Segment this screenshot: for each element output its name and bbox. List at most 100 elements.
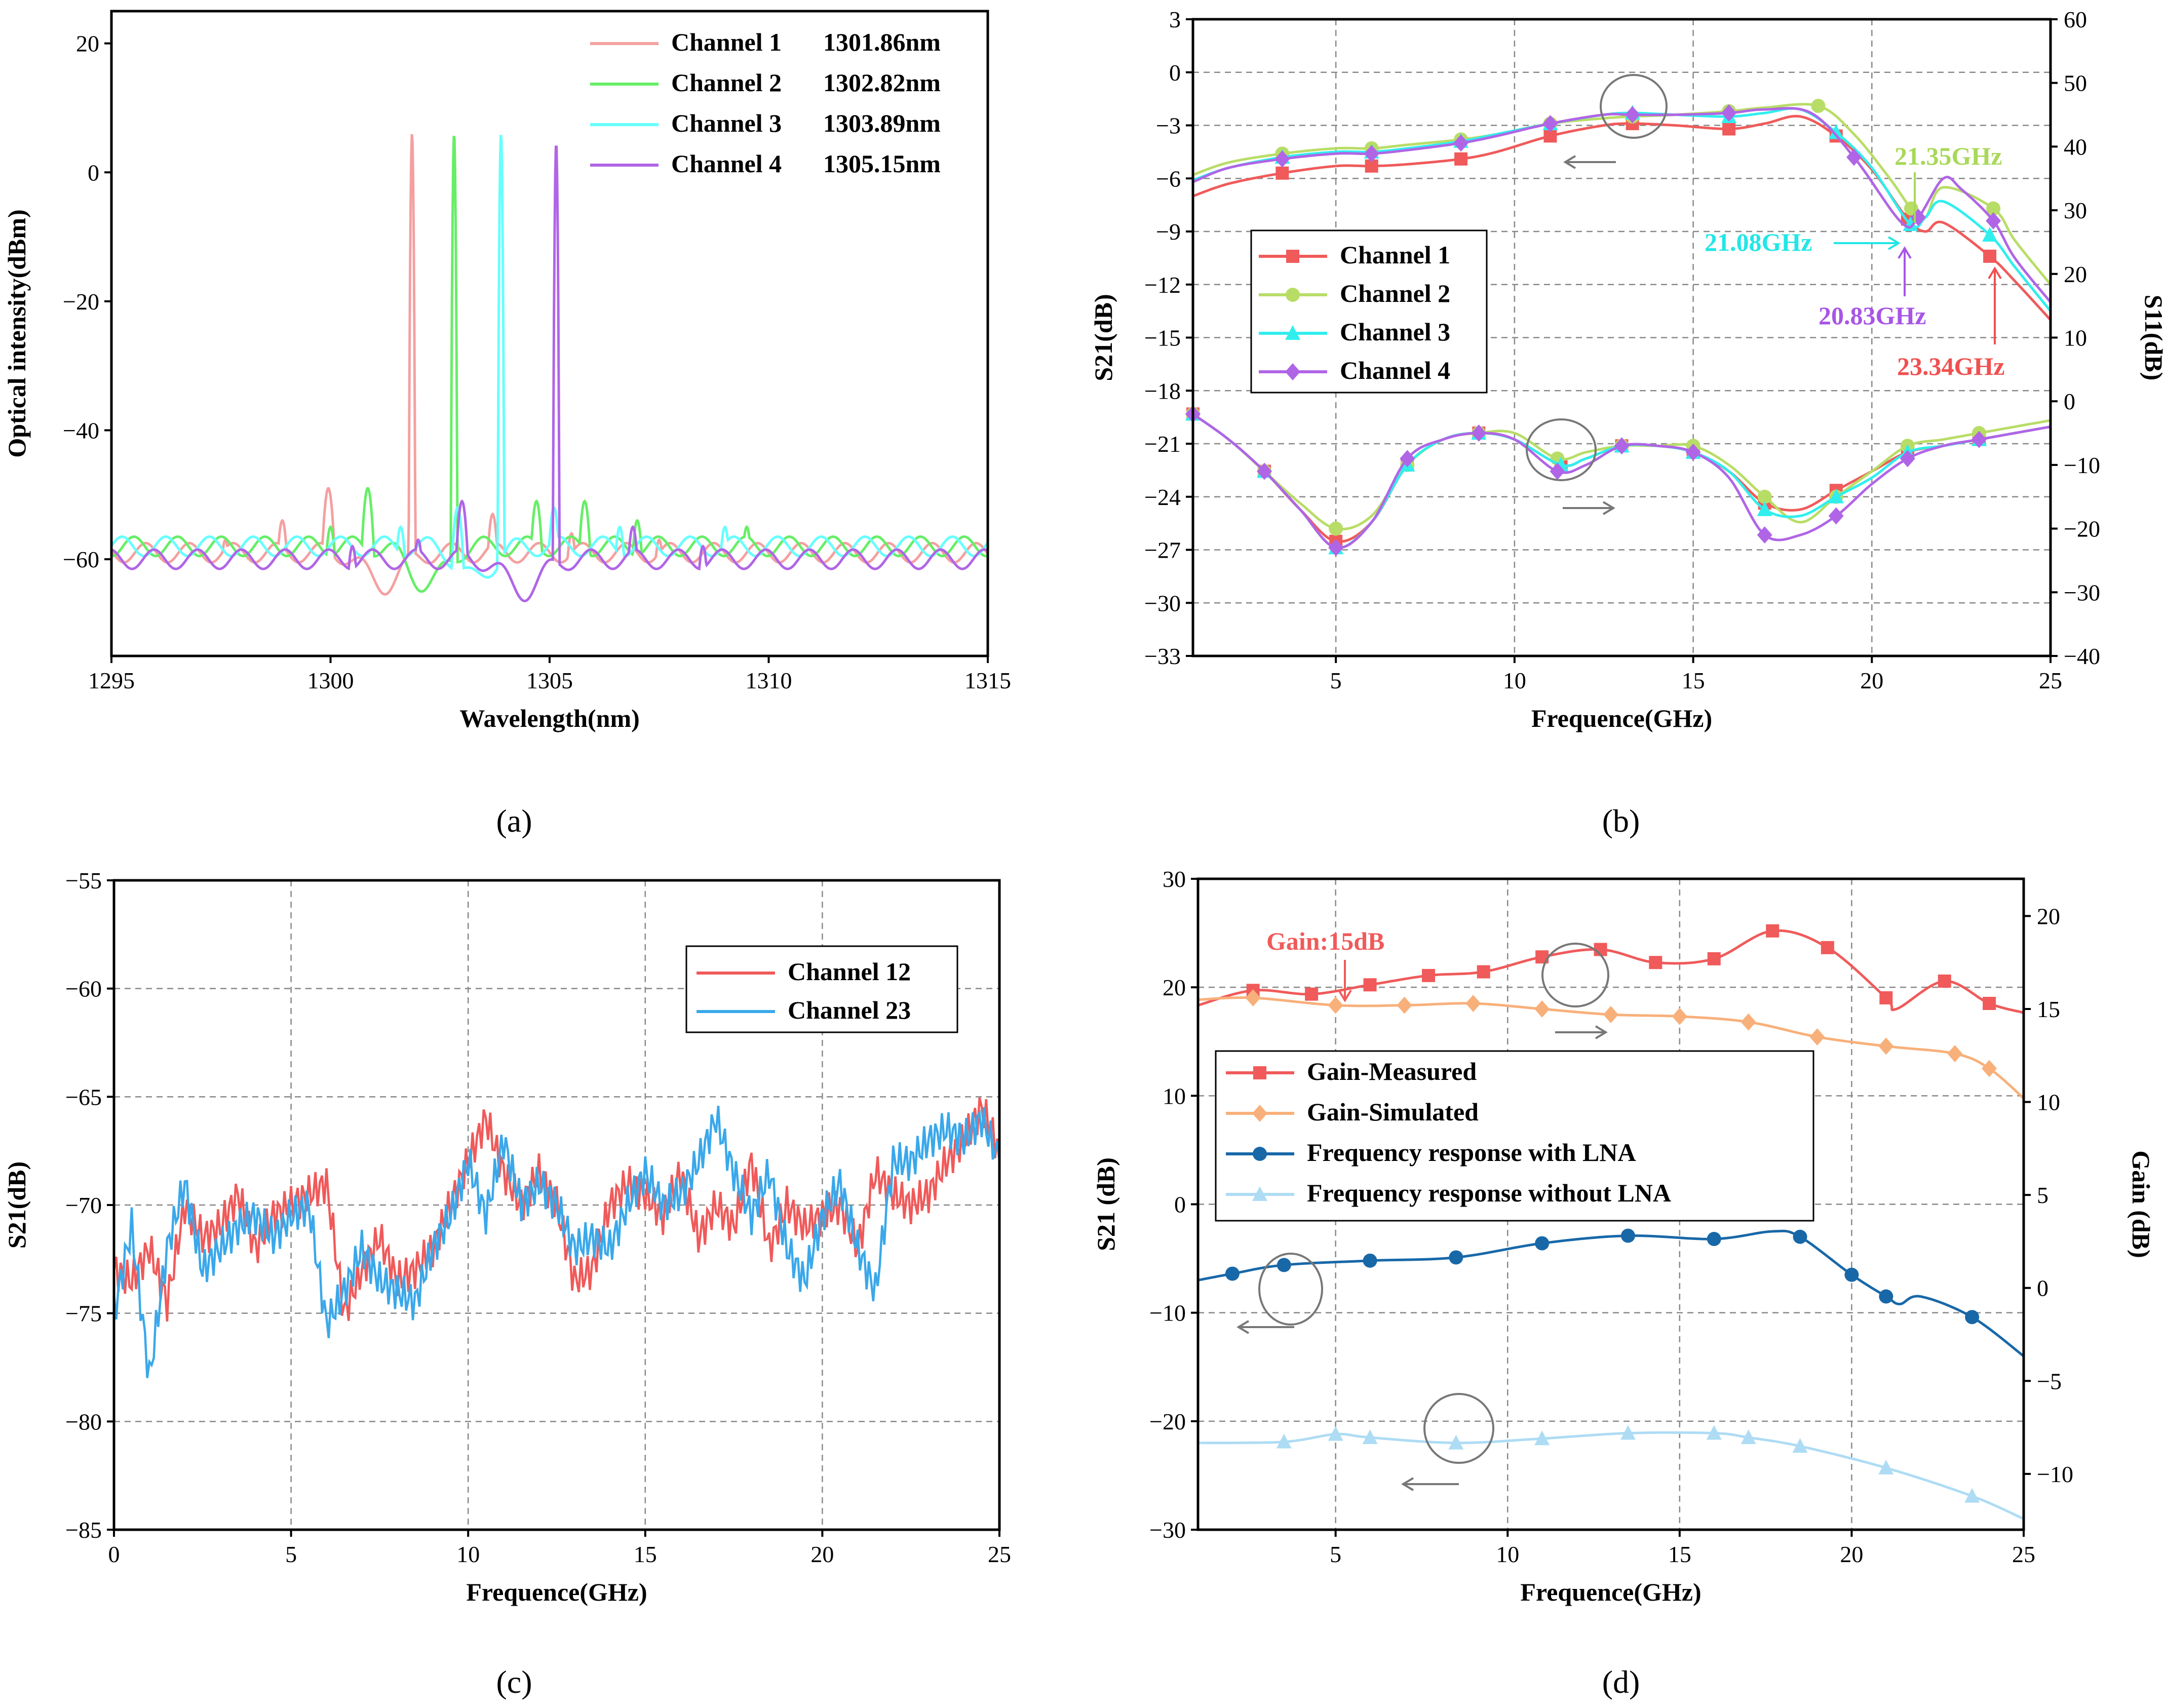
plot-frame [1191, 18, 2052, 657]
series-line-2 [1198, 1229, 2024, 1357]
series-marker-1 [1809, 1028, 1825, 1046]
legend-marker-2 [1253, 1147, 1267, 1161]
s21-marker-channel-4 [1721, 104, 1737, 122]
y-tick-label: −6 [1156, 166, 1181, 191]
series-marker-0 [1938, 974, 1951, 988]
series-marker-2 [1879, 1289, 1893, 1304]
y-tick-label: 20 [1163, 975, 1186, 1000]
y-tick-label: −85 [65, 1517, 102, 1543]
x-tick-label: 15 [634, 1541, 657, 1567]
annotation-gain-15db: Gain:15dB [1266, 927, 1384, 955]
legend-label-3: Frequency response without LNA [1307, 1179, 1671, 1207]
legend-label-channel-2: Channel 2 [1340, 279, 1450, 307]
s21-marker-channel-4 [1542, 115, 1558, 133]
s11-marker-channel-4 [1471, 424, 1487, 442]
caption-b: (b) [1602, 803, 1640, 839]
series-marker-3 [1620, 1425, 1636, 1440]
y-tick-label: 0 [1169, 60, 1181, 86]
axis-indicator-ellipse-s21 [1600, 74, 1668, 139]
y2-tick-label: −30 [2064, 579, 2100, 605]
s21-marker-channel-1 [1275, 166, 1289, 180]
annotation-pointer-gain [1338, 960, 1352, 1002]
legend-value-channel-1: 1301.86nm [823, 28, 941, 56]
annotation-20-83ghz: 20.83GHz [1819, 301, 1926, 330]
series-marker-2 [1449, 1250, 1463, 1265]
axis-arrow-left-2 [1401, 1477, 1459, 1491]
y-tick-label: −30 [1149, 1517, 1186, 1543]
y2-tick-label: 0 [2064, 389, 2075, 414]
x-tick-label: 1300 [307, 668, 354, 693]
series-marker-0 [1477, 965, 1490, 979]
x-tick-label: 15 [1668, 1541, 1691, 1567]
series-marker-0 [1649, 956, 1663, 969]
s11-marker-channel-2 [1757, 489, 1772, 504]
x-axis-label: Frequence(GHz) [1520, 1578, 1701, 1606]
y-axis-label: S21(dB) [3, 1161, 31, 1249]
y-tick-label: −30 [1144, 590, 1181, 616]
y-tick-label: −9 [1156, 219, 1181, 245]
series-marker-0 [1879, 991, 1893, 1004]
series-marker-1 [1741, 1013, 1756, 1031]
series-marker-3 [1792, 1438, 1808, 1453]
y-tick-label: −20 [63, 289, 99, 315]
y-tick-label: −12 [1144, 272, 1181, 298]
series-marker-3 [1328, 1426, 1343, 1441]
s21-marker-channel-1 [1454, 152, 1468, 166]
y2-tick-label: 20 [2064, 261, 2087, 287]
x-tick-label: 25 [988, 1541, 1011, 1567]
s11-marker-channel-4 [1400, 450, 1415, 468]
axis-indicator-ellipse-gain [1541, 943, 1609, 1007]
s21-marker-channel-2 [1811, 99, 1826, 113]
axis-arrow-left [1563, 155, 1616, 169]
x-tick-label: 25 [2012, 1541, 2035, 1567]
s21-marker-channel-1 [1983, 249, 1997, 263]
s11-marker-channel-4 [1257, 462, 1272, 480]
y-tick-label: −3 [1156, 113, 1181, 139]
panel-c-chart: 0 5 10 15 20 25 −55 −60 −65 −70 −75 −80 −85 Frequence… [3, 868, 1011, 1606]
legend-marker-3 [1252, 1186, 1267, 1201]
y-tick-label: −10 [1149, 1300, 1186, 1326]
legend-value-channel-4: 1305.15nm [823, 149, 941, 178]
series-line-channel-4 [111, 145, 988, 603]
plot-frame [110, 10, 989, 657]
axis-indicator-ellipse-nolna [1423, 1393, 1494, 1464]
series-marker-1 [1672, 1007, 1687, 1025]
series-marker-0 [1305, 987, 1319, 1001]
y-tick-label: −75 [65, 1301, 102, 1327]
axis-arrow-right [1555, 1025, 1608, 1039]
y-tick-label: 0 [88, 160, 99, 185]
y2-tick-label: 5 [2037, 1182, 2048, 1208]
series-marker-3 [1362, 1429, 1378, 1444]
y-tick-label: 10 [1163, 1083, 1186, 1109]
y2-tick-label: 30 [2064, 198, 2087, 223]
series-marker-2 [1277, 1258, 1291, 1272]
legend-label-0: Gain-Measured [1307, 1057, 1477, 1085]
s21-marker-channel-4 [1274, 150, 1290, 168]
y-axis-label: Optical intensity(dBm) [3, 209, 31, 457]
y-tick-label: −40 [63, 417, 99, 443]
plot-frame [112, 879, 1001, 1531]
s11-marker-channel-4 [1685, 443, 1701, 461]
legend-label-channel-3: Channel 3 [1340, 318, 1450, 346]
series-marker-1 [1465, 994, 1481, 1012]
legend-label-channel-4: Channel 4 [1340, 356, 1450, 384]
y-axis-label: S21 (dB) [1092, 1157, 1120, 1251]
legend-marker-0 [1253, 1066, 1266, 1079]
series-marker-0 [1821, 941, 1834, 954]
x-tick-label: 1310 [746, 668, 792, 693]
legend-label-channel-3: Channel 3 [671, 109, 782, 137]
x-tick-label: 5 [1330, 1541, 1341, 1567]
annotation-21-08ghz: 21.08GHz [1705, 228, 1812, 256]
series-line-channel-3 [111, 135, 988, 579]
s21-line-channel-4 [1193, 107, 2051, 303]
s21-marker-channel-1 [1722, 122, 1736, 136]
caption-d: (d) [1602, 1664, 1640, 1700]
series-marker-1 [1534, 1000, 1550, 1018]
y-axis-label: S21(dB) [1089, 294, 1117, 381]
s21-marker-channel-2 [1986, 201, 2001, 216]
y-tick-label: −55 [65, 868, 102, 894]
legend-box [685, 945, 958, 1033]
legend-marker-channel-4 [1285, 363, 1300, 380]
s11-marker-channel-2 [1329, 521, 1343, 536]
x-axis-label: Frequence(GHz) [466, 1578, 647, 1606]
